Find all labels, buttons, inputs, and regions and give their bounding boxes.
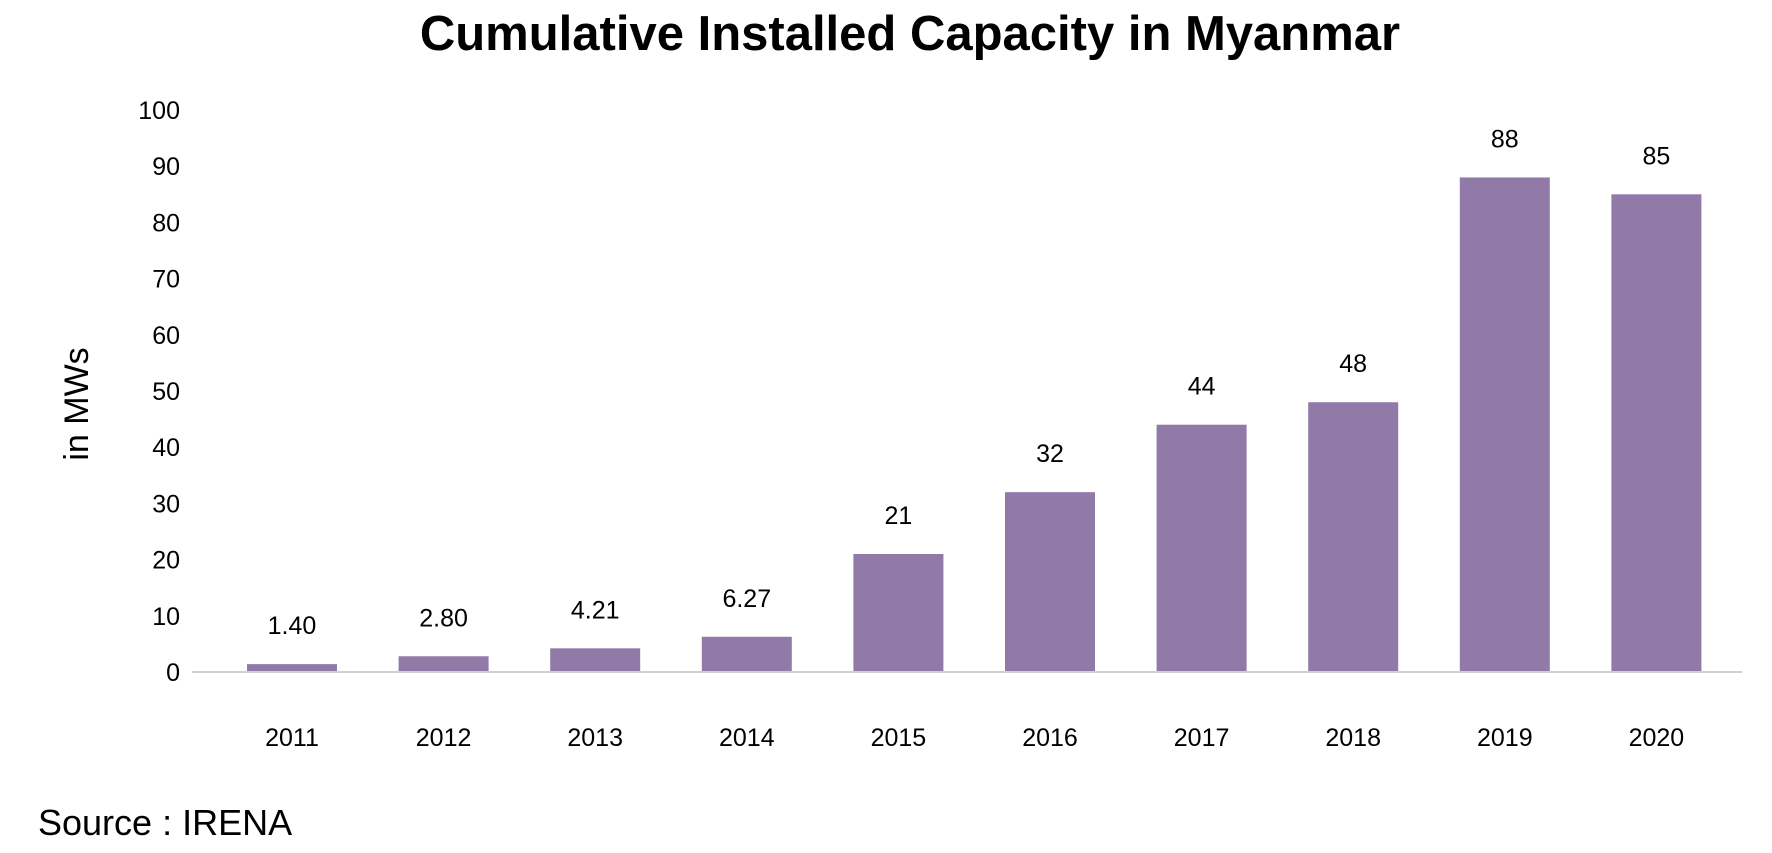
y-axis-ticks: 0 10 20 30 40 50 60 70 80 90 100	[138, 97, 180, 687]
bars-group	[247, 177, 1702, 673]
bar-2018	[1308, 402, 1399, 672]
x-tick-label-2019: 2019	[1477, 724, 1533, 752]
y-tick-label: 10	[152, 603, 180, 631]
y-tick-label: 0	[166, 659, 180, 687]
x-tick-label-2013: 2013	[567, 724, 623, 752]
y-tick-label: 70	[152, 266, 180, 294]
data-label-2019: 88	[1491, 125, 1519, 153]
bar-2011	[247, 664, 337, 672]
chart-title: Cumulative Installed Capacity in Myanmar	[420, 7, 1400, 61]
data-label-2020: 85	[1642, 142, 1670, 170]
x-tick-label-2017: 2017	[1174, 724, 1230, 752]
y-axis-title: in MWs	[58, 347, 96, 460]
y-tick-label: 100	[138, 97, 180, 125]
bar-2017	[1156, 424, 1247, 672]
data-label-2013: 4.21	[571, 596, 620, 624]
x-tick-label-2012: 2012	[416, 724, 472, 752]
data-label-2018: 48	[1339, 350, 1367, 378]
x-tick-label-2020: 2020	[1629, 724, 1685, 752]
bar-2015	[853, 553, 944, 672]
x-tick-label-2018: 2018	[1325, 724, 1381, 752]
y-tick-label: 60	[152, 322, 180, 350]
data-label-2011: 1.40	[268, 612, 317, 640]
bar-2019	[1459, 177, 1550, 672]
data-label-2017: 44	[1188, 373, 1216, 401]
x-tick-label-2015: 2015	[871, 724, 927, 752]
data-label-2014: 6.27	[722, 585, 771, 613]
data-labels-group: 1.40 2.80 4.21 6.27 21 32 44 48 88 85	[268, 125, 1671, 640]
y-tick-label: 50	[152, 378, 180, 406]
x-tick-label-2016: 2016	[1022, 724, 1078, 752]
y-tick-label: 30	[152, 490, 180, 518]
x-tick-label-2014: 2014	[719, 724, 775, 752]
x-tick-label-2011: 2011	[265, 724, 319, 752]
y-tick-label: 80	[152, 209, 180, 237]
y-tick-label: 40	[152, 434, 180, 462]
data-label-2015: 21	[884, 502, 912, 530]
bar-2013	[550, 648, 641, 672]
source-note: Source : IRENA	[38, 802, 292, 843]
data-label-2016: 32	[1036, 440, 1064, 468]
y-tick-label: 20	[152, 547, 180, 575]
bar-2016	[1005, 492, 1095, 672]
x-axis-ticks: 2011 2012 2013 2014 2015 2016 2017 2018 2019 2020	[265, 724, 1684, 752]
bar-2014	[701, 636, 792, 672]
bar-2012	[398, 656, 489, 672]
data-label-2012: 2.80	[419, 604, 468, 632]
bar-2020	[1611, 194, 1702, 673]
y-tick-label: 90	[152, 153, 180, 181]
